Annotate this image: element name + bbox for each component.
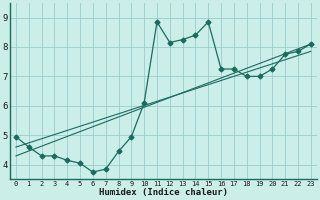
X-axis label: Humidex (Indice chaleur): Humidex (Indice chaleur) (99, 188, 228, 197)
